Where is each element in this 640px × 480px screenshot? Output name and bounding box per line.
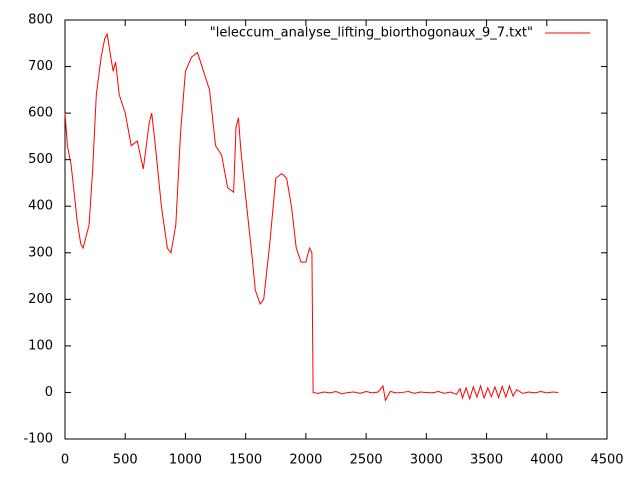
x-tick-label: 1000 <box>169 453 202 468</box>
y-tick-label: 700 <box>28 59 53 74</box>
y-tick-label: 0 <box>45 385 53 400</box>
y-tick-label: 300 <box>28 245 53 260</box>
y-tick-label: -100 <box>23 432 53 447</box>
x-tick-label: 4000 <box>530 453 563 468</box>
x-tick-label: 1500 <box>229 453 262 468</box>
plot-border <box>64 19 608 440</box>
x-tick-label: 3500 <box>470 453 503 468</box>
y-tick-label: 600 <box>28 106 53 121</box>
x-tick-label: 2500 <box>350 453 383 468</box>
x-tick-label: 2000 <box>289 453 322 468</box>
x-tick-label: 500 <box>113 453 138 468</box>
legend-label: "leleccum_analyse_lifting_biorthogonaux_… <box>210 26 533 41</box>
x-tick-label: 0 <box>61 453 69 468</box>
y-tick-label: 400 <box>28 199 53 214</box>
x-tick-label: 3000 <box>410 453 443 468</box>
data-line <box>64 32 559 402</box>
y-tick-label: 100 <box>28 338 53 353</box>
y-tick-label: 500 <box>28 152 53 167</box>
x-tick-label: 4500 <box>590 453 623 468</box>
y-tick-label: 200 <box>28 292 53 307</box>
y-tick-label: 800 <box>28 13 53 28</box>
